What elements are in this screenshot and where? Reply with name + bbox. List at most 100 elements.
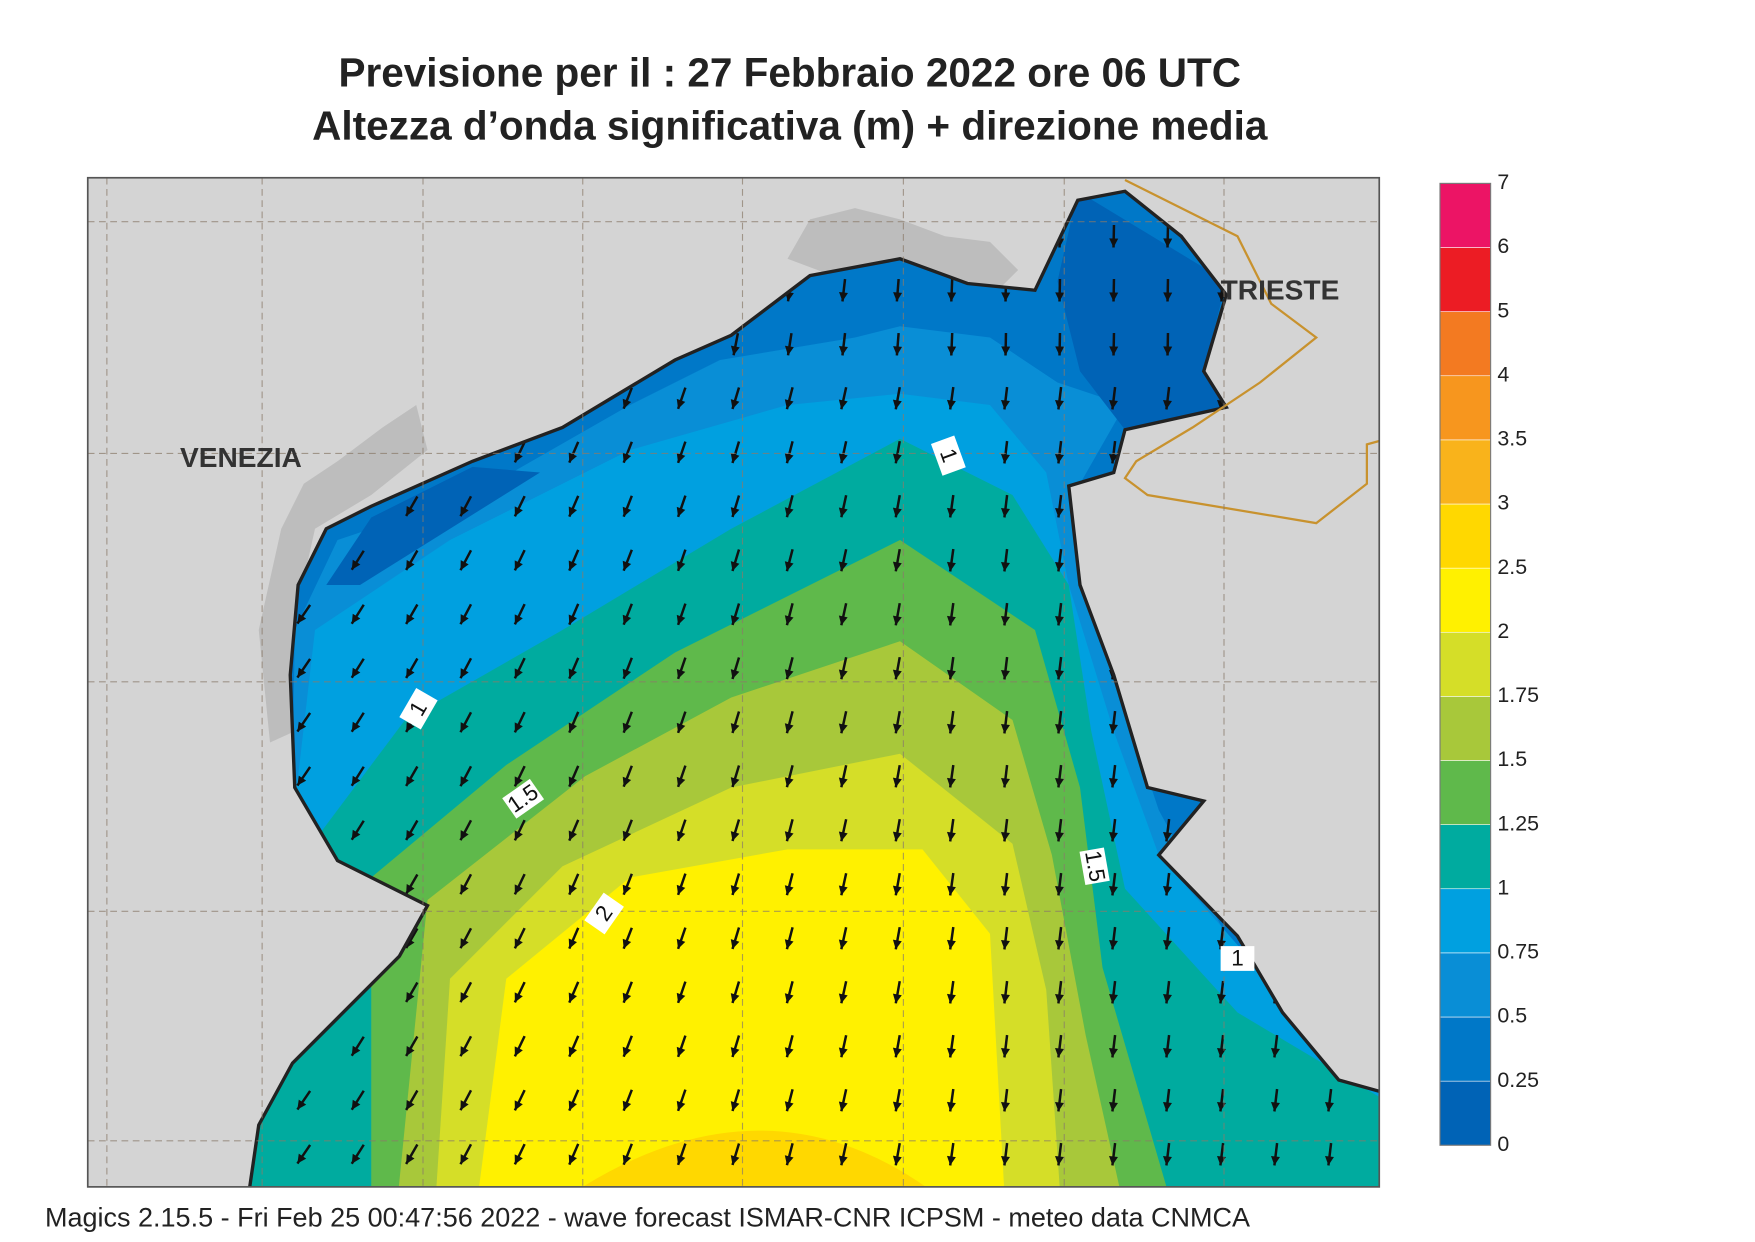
arrow-head [460, 1046, 469, 1057]
colorbar-swatch [1439, 760, 1491, 825]
contour-label-box [502, 778, 545, 819]
arrow-head [514, 452, 523, 463]
arrow-head [730, 1155, 740, 1166]
arrow-head [1109, 831, 1118, 842]
arrow-head [460, 830, 469, 841]
arrow-head [784, 1155, 794, 1166]
arrow-head [622, 992, 632, 1003]
arrow-head [892, 777, 902, 788]
arrow-head [622, 938, 632, 949]
colorbar-label: 6 [1497, 234, 1509, 258]
arrow-head [514, 1154, 523, 1165]
colorbar-frame [1439, 182, 1492, 1146]
contour-label: 1 [930, 435, 966, 476]
arrow-head [946, 561, 956, 572]
arrow-head [460, 506, 469, 517]
arrow-head [1163, 238, 1173, 248]
title-line2: Altezza d’onda significativa (m) + direz… [312, 103, 1268, 149]
contour-label: 2 [584, 892, 624, 935]
arrow-head [568, 776, 577, 787]
arrow-head [1109, 777, 1118, 788]
arrow-head [1163, 292, 1173, 302]
arrow-head [406, 667, 415, 678]
arrow-head [784, 561, 794, 572]
arrow-head [351, 667, 361, 678]
arrow-head [622, 722, 632, 733]
arrow-head [1055, 507, 1064, 518]
arrow-head [622, 1046, 632, 1057]
arrow-head [351, 1099, 361, 1110]
arrow-head [946, 723, 956, 734]
colorbar-swatch [1439, 631, 1491, 697]
arrow-head [839, 291, 848, 302]
arrow-head [514, 992, 523, 1003]
arrow-head [1001, 453, 1010, 464]
arrow-head [893, 292, 903, 302]
arrow-head [514, 884, 523, 895]
arrow-head [892, 561, 902, 572]
colorbar-label: 3.5 [1497, 427, 1527, 451]
contour-label: 1.5 [1079, 847, 1110, 886]
arrow-head [351, 613, 361, 624]
arrow-head [568, 992, 577, 1003]
arrow-head [784, 939, 794, 950]
arrow-head [297, 1099, 307, 1110]
arrow-head [676, 452, 686, 463]
arrow-head [351, 1153, 361, 1164]
arrow-head [676, 992, 686, 1003]
arrow-head [622, 398, 632, 409]
arrow-head [1001, 939, 1010, 950]
arrow-head [892, 993, 902, 1004]
arrow-head [730, 723, 740, 734]
arrow-head [1001, 885, 1010, 896]
arrow-head [1055, 1155, 1064, 1166]
arrow-head [946, 507, 956, 518]
arrow-head [1109, 1047, 1118, 1058]
colorbar-swatch [1439, 824, 1491, 890]
arrow-head [838, 723, 848, 734]
arrow-head [676, 398, 686, 409]
arrow-head [1055, 346, 1065, 356]
arrow-head [892, 1101, 902, 1112]
arrow-head [947, 346, 957, 356]
contour-label-box [1079, 847, 1110, 886]
map-frame [86, 176, 1381, 1188]
arrow-head [1163, 939, 1172, 950]
arrow-head [1217, 939, 1226, 950]
arrow-head [946, 777, 956, 788]
arrow-head [892, 1047, 902, 1058]
arrow-head [406, 505, 415, 516]
arrow-head [1109, 292, 1119, 302]
wave-band [573, 1130, 934, 1187]
arrow-head [946, 831, 956, 842]
arrow-head [351, 1045, 361, 1056]
arrow-head [784, 507, 794, 518]
title-line1: Previsione per il : 27 Febbraio 2022 ore… [338, 50, 1241, 96]
arrow-head [1055, 993, 1064, 1004]
arrow-head [946, 399, 956, 410]
arrow-head [838, 831, 848, 842]
arrow-head [1001, 1047, 1010, 1058]
colorbar-swatch [1439, 952, 1491, 1018]
arrow-head [676, 1046, 686, 1057]
colorbar-label: 2 [1497, 619, 1509, 643]
arrow-head [1109, 238, 1119, 248]
arrow-head [730, 831, 740, 842]
arrow-head [351, 721, 361, 732]
arrow-head [406, 559, 415, 570]
arrow-head [1271, 1047, 1280, 1058]
arrow-head [406, 721, 415, 732]
arrow-head [1055, 561, 1064, 572]
arrow-head [1109, 939, 1118, 950]
arrow-head [676, 830, 686, 841]
arrow-head [460, 992, 469, 1003]
arrow-head [1001, 777, 1010, 788]
arrow-head [946, 1155, 956, 1166]
arrow-head [622, 560, 632, 571]
arrow-head [1109, 885, 1118, 896]
arrow-head [460, 722, 469, 733]
arrow-head [838, 669, 848, 680]
arrow-head [946, 615, 956, 626]
graticule [87, 177, 1380, 1187]
